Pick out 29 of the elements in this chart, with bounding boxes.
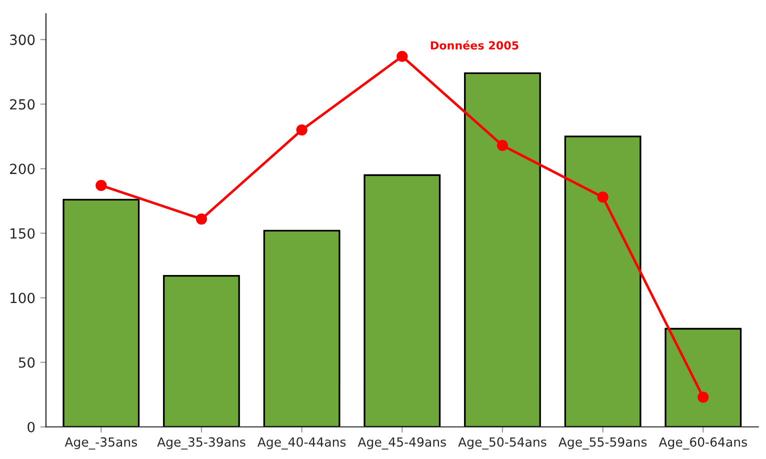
point [597, 192, 608, 203]
x-tick-label: Age_40-44ans [257, 437, 346, 450]
point [196, 213, 208, 225]
point [296, 124, 308, 136]
point [496, 140, 508, 151]
bar [464, 72, 541, 427]
y-tick-label: 50 [18, 357, 35, 368]
x-tick-label: Age_50-54ans [458, 437, 546, 450]
y-tick-label: 100 [10, 292, 35, 304]
bar [664, 328, 742, 427]
bar [263, 230, 340, 427]
y-tick-label: 300 [10, 34, 35, 46]
y-tick-label: 250 [10, 99, 35, 110]
bar [163, 274, 240, 427]
bar [564, 136, 642, 427]
y-tick-label: 0 [28, 422, 35, 432]
bar [364, 174, 441, 427]
x-tick-label: Age_55-59ans [558, 437, 647, 450]
point [396, 50, 408, 62]
point [96, 180, 107, 192]
x-tick-label: Age_45-49ans [358, 437, 446, 450]
x-tick-label: Age_60-64ans [658, 437, 747, 450]
bar [62, 198, 140, 427]
x-tick-label: Age_-35ans [64, 437, 138, 450]
y-tick-label: 150 [10, 228, 35, 239]
y-tick-label: 200 [10, 164, 35, 174]
point [698, 392, 709, 403]
x-tick-label: Age_35-39ans [157, 437, 246, 450]
text: Données 2005 [430, 40, 518, 50]
